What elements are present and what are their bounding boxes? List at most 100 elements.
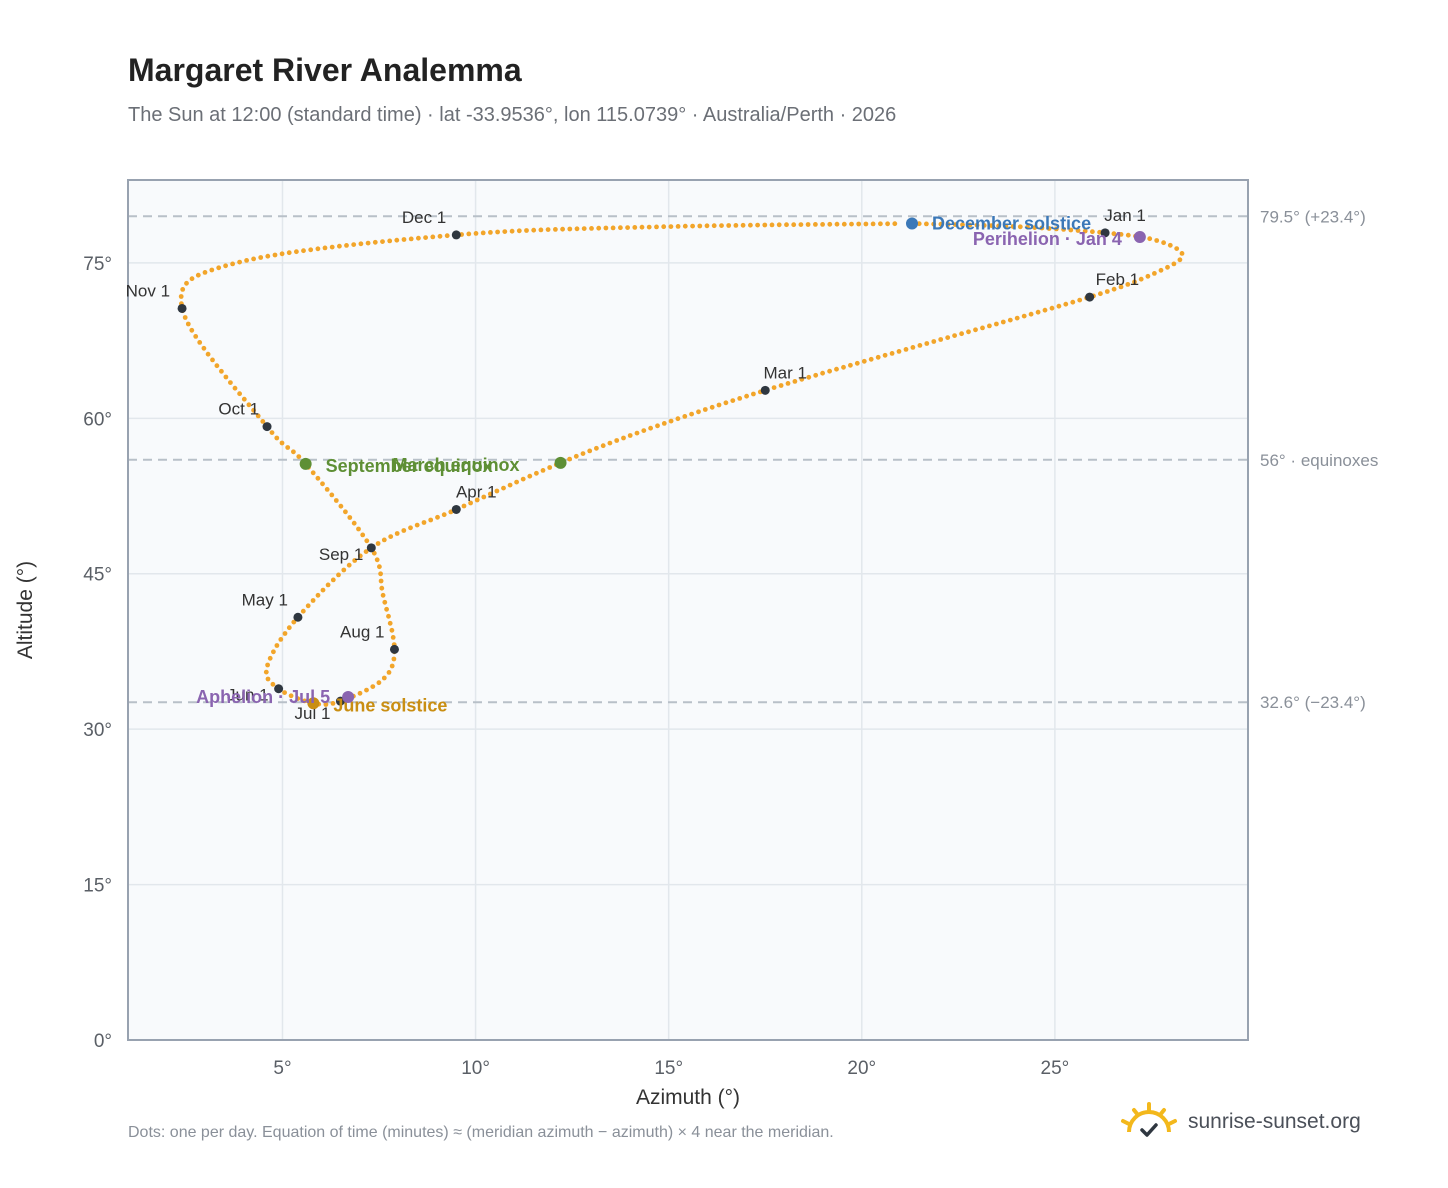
month-label: Oct 1	[218, 400, 259, 419]
analemma-day-dot	[1090, 229, 1095, 235]
analemma-day-dot	[974, 222, 980, 228]
analemma-day-dot	[945, 335, 951, 340]
analemma-day-dot	[466, 231, 472, 237]
analemma-day-dot	[357, 553, 363, 559]
analemma-day-dot	[610, 225, 616, 231]
analemma-day-dot	[1010, 224, 1016, 229]
analemma-day-dot	[587, 448, 593, 454]
analemma-day-dot	[358, 241, 364, 247]
analemma-day-dot	[545, 227, 551, 233]
analemma-day-dot	[625, 225, 630, 231]
analemma-day-dot	[632, 225, 638, 230]
analemma-day-dot	[193, 334, 199, 339]
analemma-day-dot	[351, 242, 357, 248]
analemma-day-dot	[966, 329, 971, 335]
analemma-day-dot	[360, 532, 366, 538]
analemma-day-dot	[719, 223, 724, 229]
analemma-day-dot	[291, 619, 297, 625]
analemma-day-dot	[730, 398, 736, 403]
analemma-day-dot	[346, 562, 352, 568]
analemma-day-dot	[870, 221, 876, 227]
analemma-day-dot	[364, 538, 370, 544]
month-marker-dec-1	[451, 230, 461, 240]
analemma-day-dot	[372, 239, 378, 245]
x-axis-title: Azimuth (°)	[636, 1086, 740, 1109]
analemma-day-dot	[365, 240, 371, 246]
analemma-day-dot	[487, 491, 493, 497]
analemma-day-dot	[274, 643, 280, 648]
analemma-day-dot	[805, 222, 811, 227]
analemma-day-dot	[682, 223, 688, 229]
analemma-day-dot	[538, 227, 544, 233]
analemma-day-dot	[885, 221, 890, 227]
analemma-day-dot	[791, 222, 797, 228]
analemma-day-dot	[441, 512, 447, 518]
analemma-day-dot	[690, 223, 695, 229]
analemma-day-dot	[322, 245, 328, 251]
analemma-day-dot	[882, 352, 888, 358]
analemma-day-dot	[394, 531, 400, 536]
analemma-day-dot	[387, 238, 393, 244]
analemma-day-dot	[917, 343, 923, 348]
analemma-day-dot	[263, 669, 269, 675]
x-tick-label: 25°	[1041, 1058, 1070, 1079]
analemma-day-dot	[272, 252, 278, 258]
analemma-day-dot	[421, 520, 427, 525]
analemma-day-dot	[806, 374, 812, 380]
analemma-day-dot	[514, 479, 519, 485]
analemma-day-dot	[197, 340, 203, 345]
analemma-day-dot	[1017, 224, 1023, 230]
analemma-day-dot	[296, 454, 302, 459]
analemma-day-dot	[185, 321, 191, 327]
analemma-day-dot	[189, 276, 195, 282]
analemma-day-dot	[386, 670, 392, 675]
analemma-day-dot	[468, 500, 473, 506]
month-label: Mar 1	[764, 363, 807, 382]
analemma-day-dot	[989, 223, 994, 229]
analemma-day-dot	[938, 221, 944, 227]
analemma-day-dot	[394, 237, 400, 243]
month-label: Jul 1	[294, 704, 330, 723]
analemma-day-dot	[428, 517, 434, 523]
analemma-day-dot	[931, 339, 937, 344]
analemma-day-dot	[785, 381, 791, 386]
plot-border	[127, 179, 1249, 1041]
analemma-day-dot	[627, 433, 633, 438]
analemma-day-dot	[607, 440, 613, 446]
analemma-day-dot	[315, 475, 321, 481]
analemma-day-dot	[573, 453, 579, 459]
analemma-day-dot	[1098, 291, 1103, 297]
analemma-day-dot	[294, 249, 299, 255]
month-marker-may-1	[293, 612, 303, 622]
y-tick-label: 0°	[94, 1031, 112, 1052]
analemma-day-dot	[813, 222, 818, 227]
analemma-day-dot	[291, 449, 296, 455]
analemma-day-dot	[1158, 267, 1164, 273]
analemma-day-dot	[1028, 311, 1034, 317]
analemma-day-dot	[560, 226, 565, 232]
analemma-day-dot	[488, 230, 493, 235]
analemma-day-dot	[416, 235, 421, 241]
analemma-day-dot	[356, 526, 361, 532]
analemma-day-dot	[1007, 317, 1013, 323]
analemma-day-dot	[967, 222, 973, 228]
brand[interactable]: sunrise-sunset.org	[1120, 1102, 1361, 1142]
analemma-day-dot	[931, 221, 937, 227]
analemma-day-dot	[1165, 264, 1170, 270]
month-label: Jan 1	[1104, 206, 1146, 225]
analemma-day-dot	[195, 272, 201, 278]
reference-line-label: 56° · equinoxes	[1260, 451, 1378, 470]
analemma-day-dot	[265, 676, 271, 682]
analemma-day-dot	[381, 537, 387, 543]
analemma-day-dot	[329, 492, 335, 498]
analemma-day-dot	[285, 445, 291, 450]
analemma-day-dot	[634, 430, 640, 436]
analemma-day-dot	[414, 522, 420, 528]
analemma-day-dot	[363, 549, 369, 554]
analemma-day-dot	[295, 696, 301, 701]
analemma-day-dot	[378, 571, 383, 577]
analemma-day-dot	[726, 223, 732, 228]
analemma-day-dot	[646, 224, 652, 230]
reference-line-label: 32.6° (−23.4°)	[1260, 693, 1366, 712]
analemma-day-dot	[274, 435, 280, 441]
